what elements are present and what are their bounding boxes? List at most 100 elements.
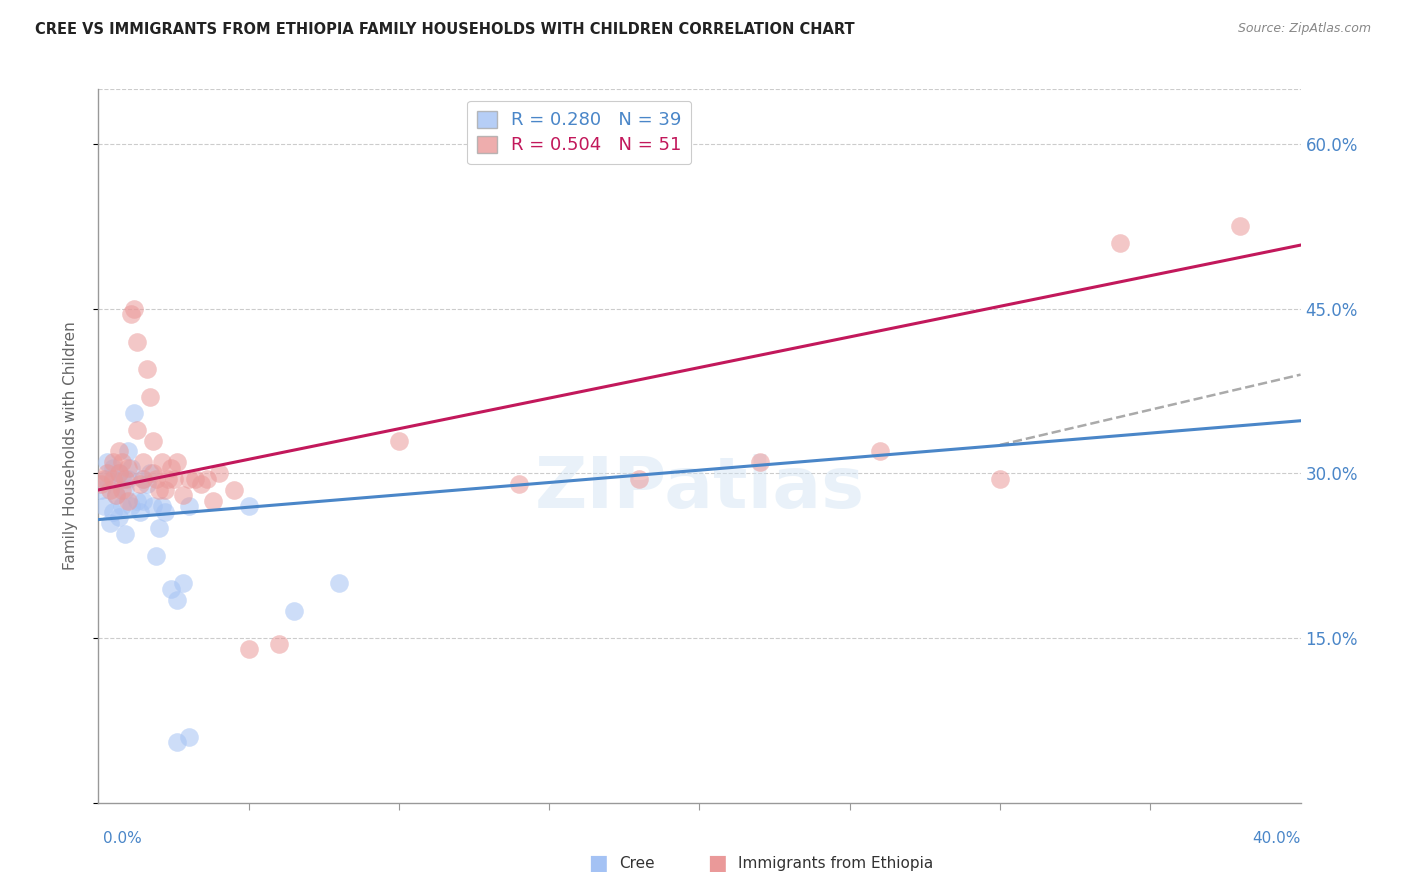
Point [108,467,131,481]
Point [135,362,157,376]
Point [156,472,179,486]
Point [172,576,194,591]
Y-axis label: Family Households with Children: Family Households with Children [63,322,77,570]
Point [117,472,139,486]
Point [105,488,128,502]
Point [138,390,160,404]
Point [145,472,167,486]
Point [117,444,139,458]
Point [93,472,115,486]
Point [1229,219,1251,234]
Point [103,455,125,469]
Point [121,461,143,475]
Point [159,461,181,475]
Point [105,488,128,502]
Point [148,483,170,497]
Point [111,483,134,497]
Point [166,592,188,607]
Point [129,505,152,519]
Point [121,307,143,321]
Point [124,301,146,316]
Point [166,735,188,749]
Point [628,472,651,486]
Point [117,461,139,475]
Point [177,472,200,486]
Point [238,500,260,514]
Point [195,472,218,486]
Text: Cree: Cree [619,856,654,871]
Point [1109,235,1132,250]
Point [222,483,245,497]
Point [114,526,136,541]
Point [283,604,305,618]
Point [159,582,181,596]
Point [138,467,160,481]
Text: Source: ZipAtlas.com: Source: ZipAtlas.com [1237,22,1371,36]
Point [127,494,149,508]
Point [135,477,157,491]
Point [129,477,152,491]
Legend: R = 0.280   N = 39, R = 0.504   N = 51: R = 0.280 N = 39, R = 0.504 N = 51 [467,101,692,164]
Point [127,334,149,349]
Point [190,477,212,491]
Point [748,455,770,469]
Point [328,576,350,591]
Text: ■: ■ [707,854,727,873]
Point [172,488,194,502]
Point [90,483,112,497]
Point [177,500,200,514]
Point [117,494,139,508]
Point [111,500,134,514]
Point [132,472,155,486]
Point [103,505,125,519]
Point [177,730,200,744]
Point [201,494,224,508]
Point [100,516,122,530]
Point [93,500,115,514]
Point [103,461,125,475]
Point [114,472,136,486]
Point [111,455,134,469]
Point [114,483,136,497]
Point [388,434,411,448]
Text: 40.0%: 40.0% [1253,831,1301,846]
Point [132,455,155,469]
Point [141,467,163,481]
Text: Immigrants from Ethiopia: Immigrants from Ethiopia [738,856,934,871]
Point [150,455,173,469]
Point [141,500,163,514]
Point [96,472,118,486]
Point [108,444,131,458]
Text: CREE VS IMMIGRANTS FROM ETHIOPIA FAMILY HOUSEHOLDS WITH CHILDREN CORRELATION CHA: CREE VS IMMIGRANTS FROM ETHIOPIA FAMILY … [35,22,855,37]
Text: ■: ■ [588,854,607,873]
Point [267,637,290,651]
Point [96,455,118,469]
Point [111,472,134,486]
Point [127,423,149,437]
Point [90,477,112,491]
Point [103,472,125,486]
Point [132,494,155,508]
Point [162,472,184,486]
Text: 0.0%: 0.0% [103,831,142,846]
Point [145,549,167,563]
Point [148,521,170,535]
Point [132,472,155,486]
Point [183,472,205,486]
Point [124,406,146,420]
Point [238,642,260,657]
Point [166,455,188,469]
Point [121,500,143,514]
Point [100,483,122,497]
Text: ZIPatlas: ZIPatlas [534,454,865,524]
Point [208,467,231,481]
Point [508,477,530,491]
Point [96,467,118,481]
Point [108,467,131,481]
Point [108,510,131,524]
Point [153,483,176,497]
Point [869,444,891,458]
Point [141,434,163,448]
Point [988,472,1011,486]
Point [153,505,176,519]
